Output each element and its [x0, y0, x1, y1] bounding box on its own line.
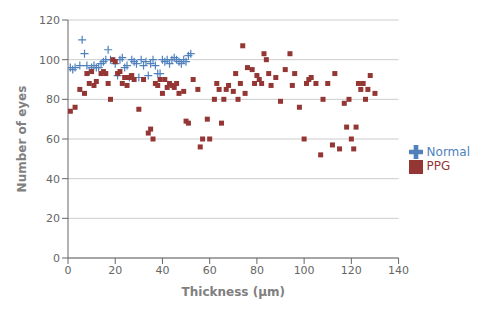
- svg-text:100: 100: [294, 264, 315, 277]
- svg-text:80: 80: [46, 93, 60, 106]
- svg-text:60: 60: [46, 133, 60, 146]
- svg-text:140: 140: [388, 264, 409, 277]
- svg-text:0: 0: [53, 252, 60, 265]
- svg-text:20: 20: [108, 264, 122, 277]
- svg-text:Number of eyes: Number of eyes: [15, 86, 29, 193]
- svg-text:80: 80: [250, 264, 264, 277]
- svg-text:120: 120: [39, 14, 60, 27]
- svg-text:40: 40: [155, 264, 169, 277]
- html-text:Normal: Normal: [426, 144, 470, 159]
- svg-text:Thickness (μm): Thickness (μm): [182, 285, 285, 299]
- svg-text:20: 20: [46, 212, 60, 225]
- svg-text:60: 60: [203, 264, 217, 277]
- html-text:PPG: PPG: [426, 159, 451, 173]
- svg-text:0: 0: [65, 264, 72, 277]
- svg-text:100: 100: [39, 54, 60, 67]
- svg-text:40: 40: [46, 173, 60, 186]
- svg-text:120: 120: [341, 264, 362, 277]
